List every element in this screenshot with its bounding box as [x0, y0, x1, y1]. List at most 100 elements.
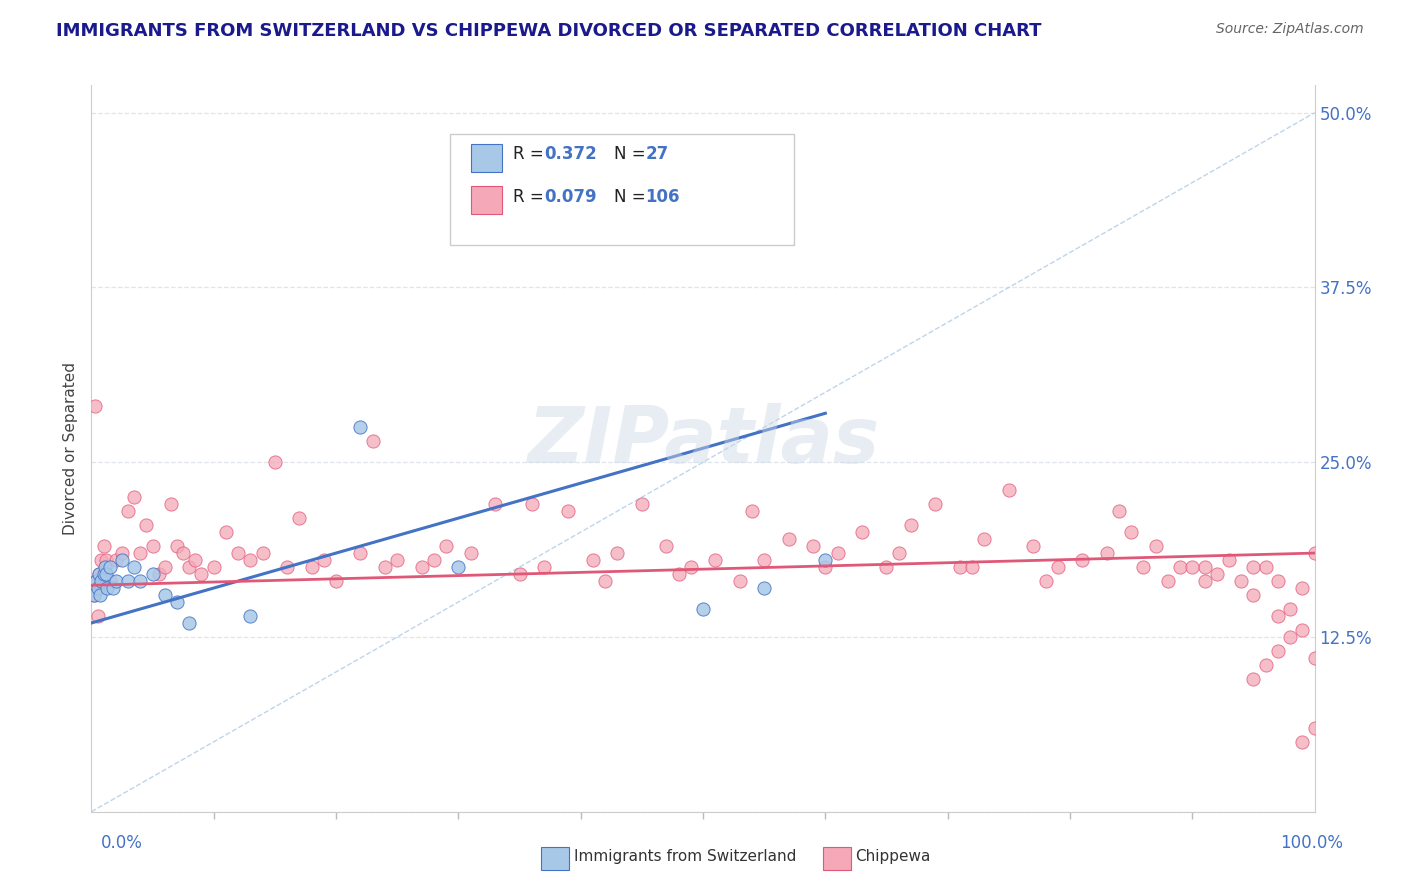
Point [801, 539, 824, 553]
Point [94, 553, 117, 567]
Point [90, 553, 112, 567]
Point [104, 553, 127, 567]
Point [172, 546, 194, 560]
Point [557, 504, 579, 518]
Point [1168, 560, 1191, 574]
Text: IMMIGRANTS FROM SWITZERLAND VS CHIPPEWA DIVORCED OR SEPARATED CORRELATION CHART: IMMIGRANTS FROM SWITZERLAND VS CHIPPEWA … [56, 22, 1042, 40]
Point [361, 434, 384, 449]
Point [1071, 553, 1094, 567]
Point [949, 560, 972, 574]
Point [1243, 588, 1265, 602]
Point [668, 567, 690, 582]
Point [1303, 651, 1326, 665]
Point [89, 588, 111, 602]
Point [924, 497, 946, 511]
Point [96, 581, 118, 595]
Point [1254, 657, 1277, 672]
Point [778, 532, 800, 546]
Point [84, 574, 107, 588]
Point [1095, 546, 1118, 560]
Point [84, 399, 107, 413]
Point [960, 560, 983, 574]
Point [239, 609, 262, 624]
Point [655, 539, 678, 553]
Point [1218, 553, 1240, 567]
Point [122, 490, 145, 504]
Text: 0.079: 0.079 [544, 188, 596, 206]
Point [301, 560, 323, 574]
Point [135, 518, 157, 533]
Point [1303, 721, 1326, 735]
Point [998, 483, 1021, 498]
Point [202, 560, 225, 574]
Point [385, 553, 409, 567]
Point [166, 539, 188, 553]
Point [86, 609, 108, 624]
Point [129, 574, 152, 588]
Point [814, 553, 837, 567]
Point [1279, 630, 1302, 644]
Point [1279, 602, 1302, 616]
Point [1291, 623, 1313, 637]
Point [153, 560, 176, 574]
Text: R =: R = [513, 145, 550, 163]
Text: 100.0%: 100.0% [1279, 834, 1343, 852]
Point [533, 560, 555, 574]
Point [93, 539, 115, 553]
Point [704, 553, 727, 567]
Point [1132, 560, 1154, 574]
Point [1291, 735, 1313, 749]
Point [1267, 609, 1289, 624]
Point [264, 455, 287, 469]
Point [349, 546, 371, 560]
Point [1108, 504, 1130, 518]
Point [460, 546, 482, 560]
Point [593, 574, 616, 588]
Point [1046, 560, 1069, 574]
Point [84, 574, 107, 588]
Point [679, 560, 702, 574]
Point [1035, 574, 1057, 588]
Point [1303, 546, 1326, 560]
Point [93, 567, 115, 582]
Point [1254, 560, 1277, 574]
Point [1267, 644, 1289, 658]
Point [509, 567, 531, 582]
Point [1181, 560, 1204, 574]
Text: 0.0%: 0.0% [101, 834, 143, 852]
Point [887, 546, 910, 560]
Point [276, 560, 298, 574]
Point [226, 546, 249, 560]
Point [111, 546, 134, 560]
Point [98, 560, 121, 574]
Point [1243, 672, 1265, 686]
Text: R =: R = [513, 188, 550, 206]
Point [423, 553, 446, 567]
Point [141, 567, 163, 582]
Point [179, 615, 201, 630]
Point [160, 497, 183, 511]
Point [827, 546, 849, 560]
Point [754, 553, 776, 567]
Point [104, 574, 127, 588]
Point [83, 588, 105, 602]
Point [153, 588, 176, 602]
Point [900, 518, 922, 533]
Point [87, 567, 110, 582]
Point [1291, 581, 1313, 595]
Point [374, 560, 396, 574]
Text: Source: ZipAtlas.com: Source: ZipAtlas.com [1216, 22, 1364, 37]
Text: 27: 27 [645, 145, 669, 163]
Point [1243, 560, 1265, 574]
Point [312, 553, 335, 567]
Point [87, 567, 110, 582]
Point [814, 560, 837, 574]
Text: N =: N = [614, 145, 651, 163]
Point [1267, 574, 1289, 588]
Point [288, 511, 311, 525]
Point [86, 581, 108, 595]
Point [1230, 574, 1253, 588]
Text: Immigrants from Switzerland: Immigrants from Switzerland [574, 849, 796, 863]
Point [447, 560, 470, 574]
Point [606, 546, 628, 560]
